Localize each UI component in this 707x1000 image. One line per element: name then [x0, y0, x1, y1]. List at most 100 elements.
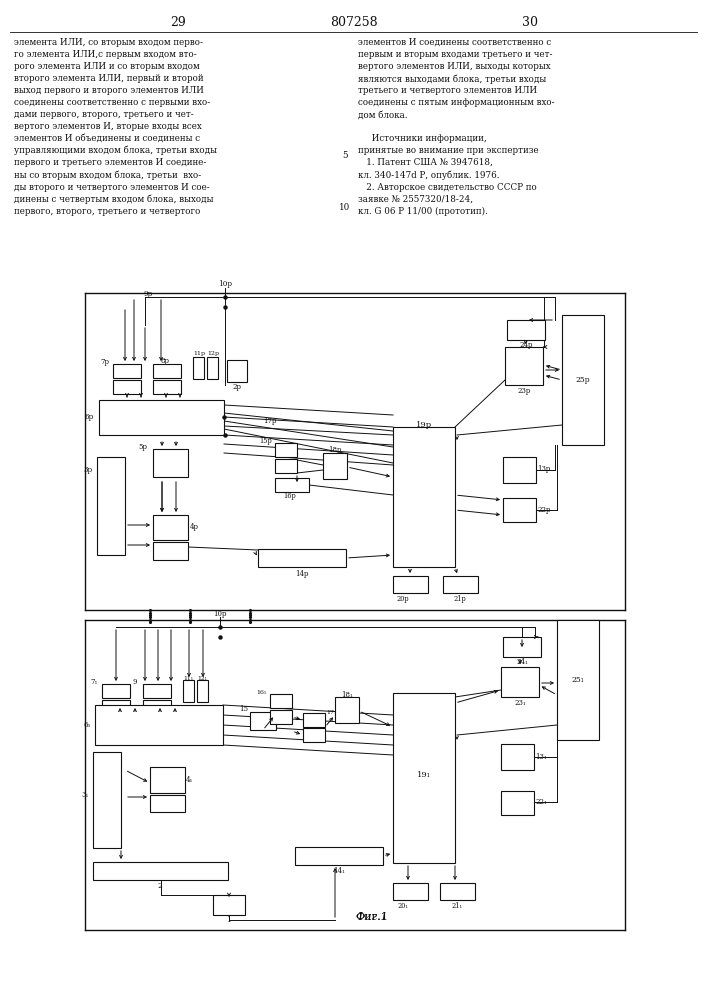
Text: 19р: 19р	[416, 421, 432, 429]
Text: 5: 5	[342, 150, 348, 159]
Text: 1: 1	[226, 916, 231, 924]
Text: Фиг.1: Фиг.1	[355, 912, 388, 922]
Bar	[250, 712, 276, 730]
Bar	[507, 320, 545, 340]
Bar	[275, 478, 309, 492]
Text: 7₁: 7₁	[90, 678, 98, 686]
Text: 25₁: 25₁	[572, 676, 585, 684]
Text: 24₁: 24₁	[516, 658, 528, 666]
Bar	[393, 883, 428, 900]
Bar	[393, 576, 428, 593]
Bar	[443, 576, 478, 593]
Text: 15р: 15р	[259, 437, 272, 445]
Text: 20₁: 20₁	[397, 902, 409, 910]
Text: 6р: 6р	[85, 413, 94, 421]
Text: 18₁: 18₁	[341, 691, 353, 699]
Text: 3р: 3р	[84, 466, 93, 474]
Text: 22р: 22р	[537, 506, 551, 514]
Text: 23р: 23р	[518, 387, 531, 395]
Text: 14₁: 14₁	[333, 867, 345, 875]
Text: 807258: 807258	[330, 15, 378, 28]
Bar	[153, 380, 181, 394]
Text: 11р: 11р	[193, 351, 205, 356]
Bar	[213, 895, 245, 915]
Bar	[102, 700, 130, 714]
Bar	[143, 684, 171, 698]
Bar	[150, 795, 185, 812]
Text: 2: 2	[158, 882, 163, 890]
Bar	[323, 453, 347, 479]
Bar	[207, 357, 218, 379]
Bar	[270, 710, 292, 724]
Text: 14р: 14р	[296, 570, 309, 578]
Bar	[505, 347, 543, 385]
Bar	[193, 357, 204, 379]
Bar	[393, 693, 455, 863]
Bar	[258, 549, 346, 567]
Bar	[503, 457, 536, 483]
Text: элементов И соединены соответственно с
первым и вторым входами третьего и чет-
в: элементов И соединены соответственно с п…	[358, 38, 554, 216]
Text: 15: 15	[239, 705, 248, 713]
Bar	[153, 449, 188, 477]
Text: 21р: 21р	[454, 595, 467, 603]
Bar	[113, 364, 141, 378]
Bar	[303, 713, 325, 727]
Bar	[440, 883, 475, 900]
Text: 29: 29	[170, 15, 186, 28]
Bar	[303, 728, 325, 742]
Bar	[102, 684, 130, 698]
Text: Фиг.1: Фиг.1	[355, 912, 387, 922]
Bar	[295, 847, 383, 865]
Bar	[562, 315, 604, 445]
Text: 22₁: 22₁	[535, 798, 547, 806]
Text: 8р: 8р	[160, 357, 170, 365]
Text: 2р: 2р	[233, 383, 242, 391]
Text: 25р: 25р	[575, 376, 590, 384]
Text: 6₁: 6₁	[83, 721, 91, 729]
Bar	[275, 443, 297, 457]
Text: 16₁: 16₁	[257, 690, 267, 694]
Bar	[393, 427, 455, 567]
Text: 20р: 20р	[397, 595, 409, 603]
Bar	[503, 637, 541, 657]
Text: 4р: 4р	[190, 523, 199, 531]
Text: 5р: 5р	[138, 443, 147, 451]
Text: 19₁: 19₁	[417, 771, 431, 779]
Text: 13р: 13р	[537, 465, 550, 473]
Text: 10р: 10р	[214, 610, 227, 618]
Bar	[501, 667, 539, 697]
Bar	[97, 457, 125, 555]
Text: 13₁: 13₁	[535, 753, 547, 761]
Bar	[335, 697, 359, 723]
Text: 17₁: 17₁	[326, 710, 337, 714]
Text: 21₁: 21₁	[452, 902, 462, 910]
Bar	[153, 364, 181, 378]
Text: 4₁: 4₁	[186, 776, 194, 784]
Text: 16р: 16р	[284, 492, 296, 500]
Text: 24р: 24р	[519, 341, 533, 349]
Text: 12р: 12р	[207, 351, 219, 356]
Text: 9р: 9р	[144, 290, 153, 298]
Text: 3₁: 3₁	[81, 791, 89, 799]
Bar	[270, 694, 292, 708]
Bar	[197, 680, 208, 702]
Bar	[93, 752, 121, 848]
Bar	[113, 380, 141, 394]
Bar	[557, 620, 599, 740]
Text: 9: 9	[132, 678, 137, 686]
Bar	[227, 360, 247, 382]
Text: 10р: 10р	[218, 280, 232, 288]
Bar	[501, 791, 534, 815]
Bar	[93, 862, 228, 880]
Bar	[150, 767, 185, 793]
Text: 11₁: 11₁	[183, 676, 193, 680]
Bar	[183, 680, 194, 702]
Text: 17р: 17р	[263, 417, 276, 425]
Text: 12₁: 12₁	[197, 676, 207, 680]
Text: 7р: 7р	[100, 358, 109, 366]
Text: 18р: 18р	[328, 446, 341, 454]
Bar	[99, 400, 224, 435]
Text: 30: 30	[522, 15, 538, 28]
Text: 23₁: 23₁	[514, 699, 526, 707]
Bar	[501, 744, 534, 770]
